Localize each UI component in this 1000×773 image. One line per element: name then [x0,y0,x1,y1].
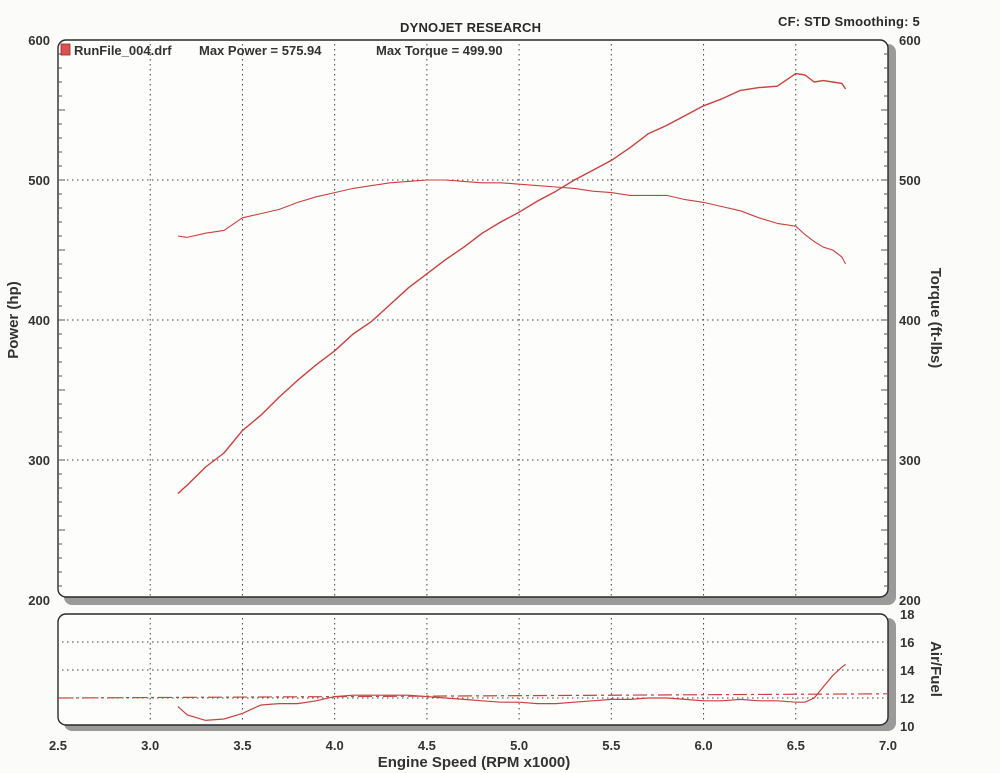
afr-tick-label: 10 [900,719,914,734]
y-tick-label: 400 [28,313,50,328]
x-tick-label: 6.0 [695,738,713,753]
x-tick-label: 7.0 [879,738,897,753]
main-panel-frame [57,39,889,598]
afr-grid [62,618,884,722]
series-line-torque [177,179,847,265]
legend-max-power: Max Power = 575.94 [199,43,322,58]
x-axis-title: Engine Speed (RPM x1000) [378,754,571,771]
afr-target-line [57,693,889,699]
x-tick-label: 5.5 [602,738,620,753]
y2-tick-label: 200 [899,593,921,608]
x-tick-label: 6.5 [787,738,805,753]
afr-axis-title: Air/Fuel [927,641,944,697]
chart-settings: CF: STD Smoothing: 5 [778,14,920,29]
series-line-power [177,72,847,495]
y-tick-label: 300 [28,453,50,468]
y-tick-label: 200 [28,593,50,608]
y-tick-label: 500 [28,173,50,188]
y-axis-title: Power (hp) [5,281,22,359]
y2-axis-title: Torque (ft-lbs) [927,268,944,369]
x-tick-label: 3.5 [233,738,251,753]
afr-tick-label: 14 [900,663,915,678]
main-grid [58,44,888,596]
x-tick-label: 3.0 [141,738,159,753]
tick-labels: 200 300 400 500 600 200 300 400 500 600 10 12 14 16 18… [28,33,920,753]
y2-tick-label: 600 [899,33,921,48]
y-tick-label: 600 [28,33,50,48]
x-tick-label: 4.5 [418,738,436,753]
chart-title: DYNOJET RESEARCH [400,20,542,35]
y2-tick-label: 500 [899,173,921,188]
legend-run-file: RunFile_004.drf [74,43,172,58]
afr-tick-label: 18 [900,607,914,622]
afr-tick-label: 12 [900,691,914,706]
y2-tick-label: 400 [899,313,921,328]
series-line-air-fuel [177,663,846,722]
afr-plot-lines [57,663,889,722]
x-tick-label: 5.0 [510,738,528,753]
y2-tick-label: 300 [899,453,921,468]
x-tick-label: 4.0 [326,738,344,753]
x-tick-label: 2.5 [49,738,67,753]
legend-swatch [60,43,71,56]
legend-max-torque: Max Torque = 499.90 [376,43,503,58]
main-plot-lines [177,72,847,495]
afr-tick-label: 16 [900,635,914,650]
